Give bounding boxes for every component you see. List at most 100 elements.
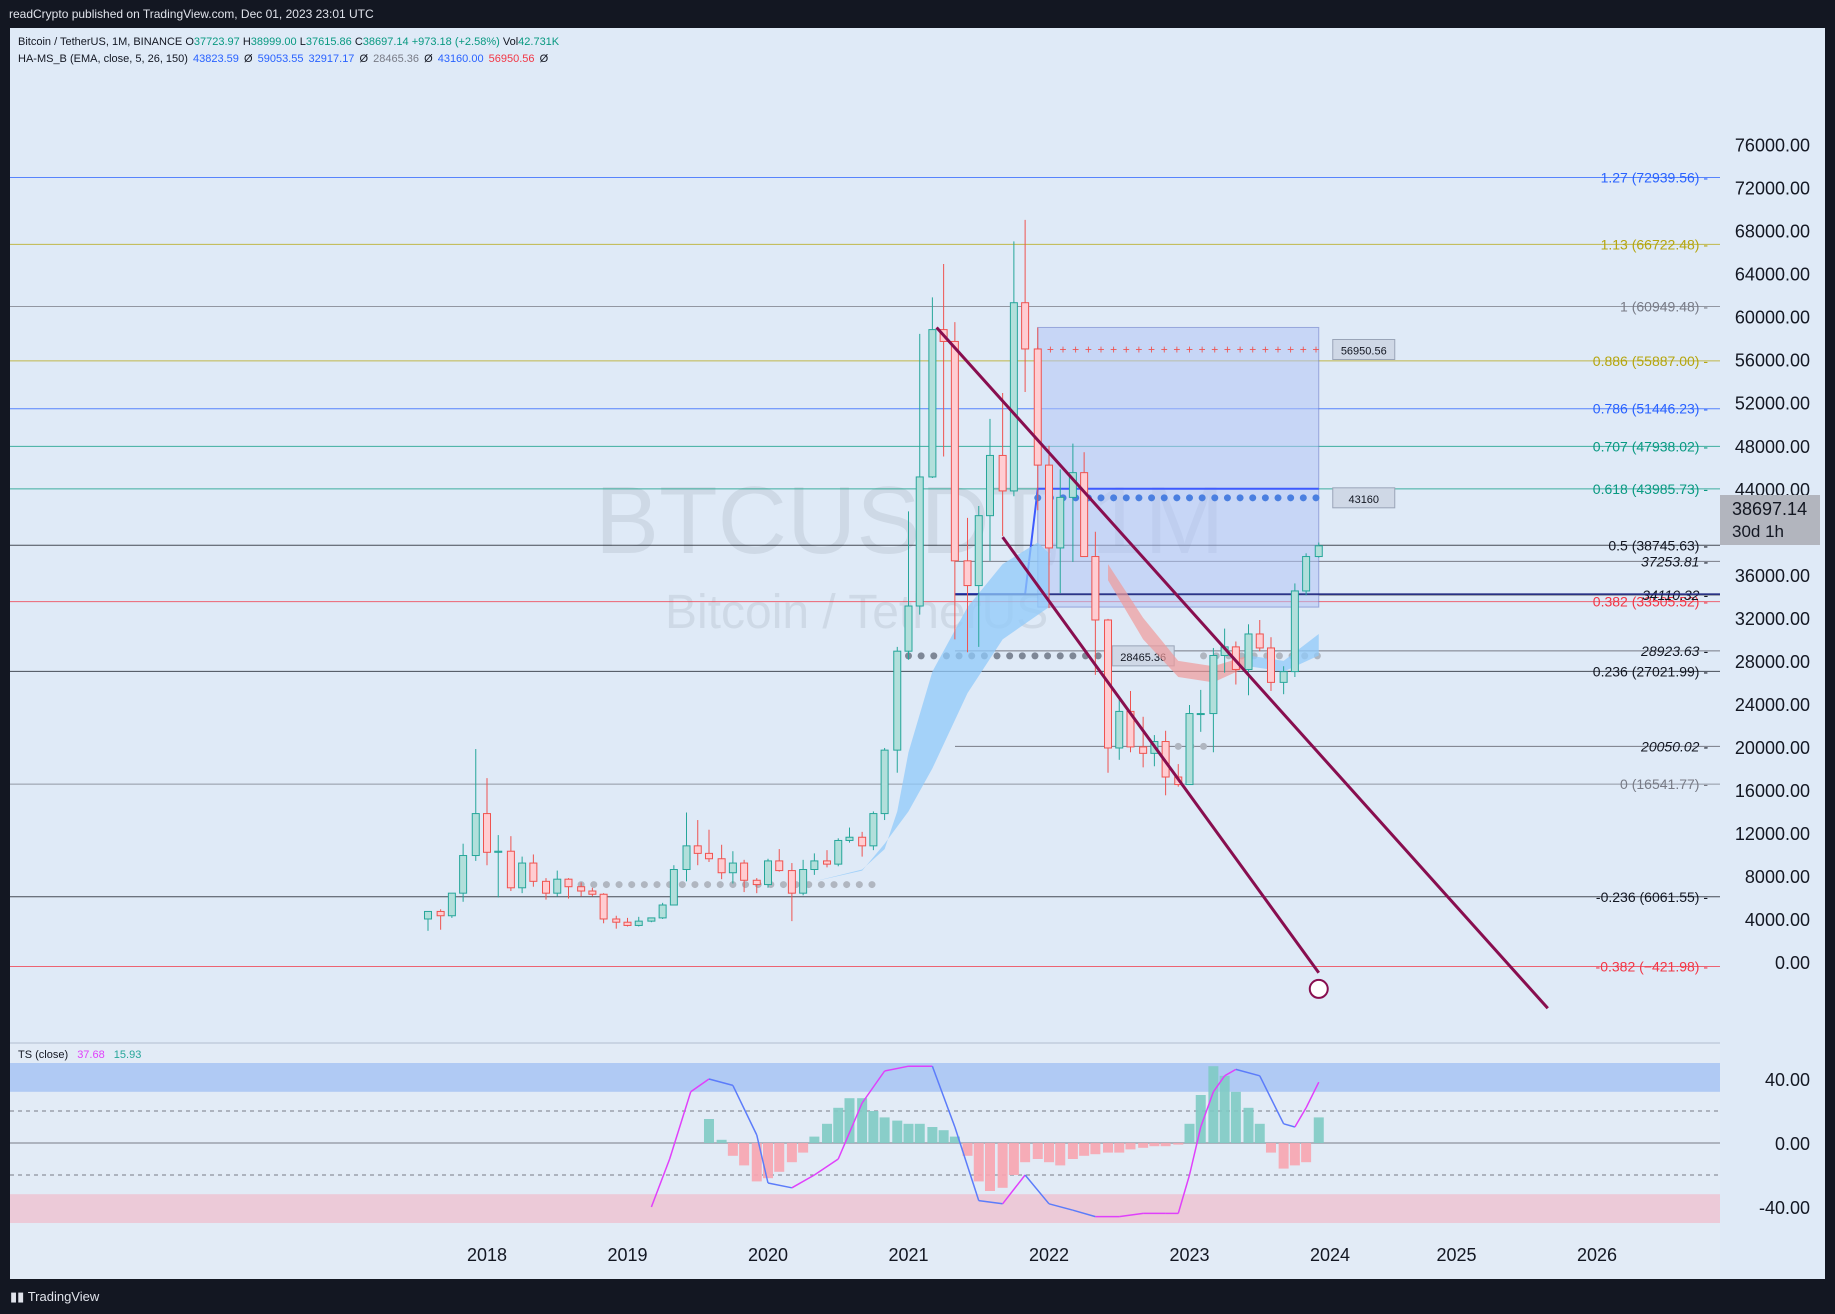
ts-signal-line — [1212, 1075, 1226, 1093]
marker-label-box — [1332, 487, 1396, 509]
ts-signal-line — [1048, 1203, 1074, 1211]
legend-ind-value: Ø — [243, 53, 253, 65]
marker-dot — [1211, 494, 1219, 502]
marker-dot — [1275, 652, 1283, 660]
horizontal-level-label: 37253.81 - — [1641, 553, 1708, 569]
ts-histogram-bar — [1208, 1066, 1219, 1143]
fib-level-label: 0.886 (55887.00) - — [1593, 353, 1709, 369]
price-axis-tick: 76000.00 — [1735, 136, 1810, 156]
candle-body — [963, 560, 972, 587]
ts-histogram-bar — [716, 1139, 727, 1143]
marker-dot — [1069, 652, 1077, 660]
ts-histogram-bar — [1278, 1143, 1289, 1169]
legend-low: 37615.86 — [305, 36, 352, 48]
marker-dot — [615, 881, 623, 889]
price-axis-tick: 64000.00 — [1735, 265, 1810, 285]
candle-body — [1045, 464, 1053, 549]
price-axis-background — [1720, 28, 1825, 1279]
legend-open: 37723.97 — [193, 36, 240, 48]
candle-body — [682, 845, 691, 871]
price-axis-tick: 44000.00 — [1735, 480, 1810, 500]
ts-signal-line — [1119, 1212, 1144, 1218]
ts-signal-line — [1072, 1209, 1096, 1218]
legend-low-label: L — [299, 36, 306, 48]
legend-ind-value: Ø — [539, 53, 549, 65]
ts-histogram-bar — [1254, 1123, 1265, 1143]
fib-level-label: -0.382 (−421.98) - — [1596, 959, 1709, 975]
marker-dot — [1094, 652, 1102, 660]
marker-plus: + — [1300, 342, 1307, 356]
candle-body — [1209, 654, 1218, 715]
candle-body — [553, 878, 562, 894]
symbol-legend: Bitcoin / TetherUS, 1M, BINANCE O37723.9… — [18, 34, 559, 68]
marker-dot — [1044, 652, 1052, 660]
ts-signal-line — [650, 1158, 671, 1208]
fib-level-label: 1.13 (66722.48) - — [1601, 236, 1709, 252]
ts-histogram-bar — [1243, 1107, 1254, 1143]
ts-histogram-bar — [1114, 1143, 1125, 1153]
tradingview-logo[interactable]: ▮▮ TradingView — [10, 1289, 99, 1305]
candle-body — [1091, 556, 1100, 621]
ts-signal-line — [1259, 1075, 1285, 1125]
marker-dot — [716, 881, 724, 889]
ts-histogram-bar — [727, 1143, 738, 1156]
ts-histogram-bar — [1079, 1143, 1090, 1156]
main-pane-background — [10, 28, 1720, 1043]
legend-row-symbol: Bitcoin / TetherUS, 1M, BINANCE O37723.9… — [18, 34, 559, 51]
ts-histogram-bar — [1020, 1143, 1031, 1163]
candle-body — [494, 850, 503, 853]
ts-histogram-bar — [984, 1143, 995, 1191]
publish-bar: readCrypto published on TradingView.com,… — [0, 0, 1835, 28]
ts-histogram-bar — [763, 1143, 773, 1179]
ts-signal-line — [756, 1134, 769, 1184]
candle-body — [1279, 671, 1288, 683]
legend-ind-value: 32917.17 — [308, 53, 355, 65]
ts-histogram-bar — [1067, 1143, 1078, 1159]
candle-body — [542, 880, 551, 894]
candle-body — [1302, 556, 1311, 592]
legend-close: 38697.14 — [362, 36, 409, 48]
legend-high: 38999.00 — [250, 36, 297, 48]
ts-histogram-bar — [1103, 1143, 1114, 1153]
horizontal-level-label: 20050.02 - — [1640, 738, 1708, 754]
ts-axis-tick: 40.00 — [1765, 1070, 1810, 1090]
candle-body — [728, 862, 737, 874]
ts-histogram-bar — [1265, 1143, 1276, 1153]
ts-histogram-bar — [1230, 1091, 1241, 1143]
marker-dot — [1186, 494, 1193, 502]
candle-body — [471, 813, 480, 857]
ts-value-1: 37.68 — [77, 1049, 105, 1061]
time-axis-tick: 2026 — [1577, 1245, 1617, 1265]
fib-level-label: 0.707 (47938.02) - — [1593, 438, 1709, 454]
marker-dot — [1200, 652, 1208, 660]
marker-dot — [742, 881, 750, 889]
time-axis-tick: 2020 — [748, 1245, 788, 1265]
marker-plus: + — [1312, 342, 1319, 356]
candle-body — [998, 454, 1007, 492]
ts-histogram-bar — [1219, 1075, 1230, 1143]
marker-dot — [917, 652, 925, 660]
candle-body — [928, 329, 937, 478]
price-axis-tick: 8000.00 — [1745, 867, 1810, 887]
candle-body — [529, 862, 538, 882]
ts-histogram-bar — [1032, 1143, 1043, 1159]
chart-canvas[interactable]: BTCUSDT, 1M Bitcoin / TetherUS 1.27 (729… — [10, 28, 1825, 1279]
candle-body — [974, 515, 983, 587]
marker-dot — [1249, 494, 1257, 502]
candle-body — [799, 869, 808, 894]
candle-body — [740, 862, 749, 881]
price-axis-tick: 16000.00 — [1735, 781, 1810, 801]
ts-histogram-bar — [868, 1111, 879, 1143]
fib-level-label: 0.236 (27021.99) - — [1593, 663, 1709, 679]
ts-signal-line — [1200, 1091, 1215, 1128]
candle-body — [834, 839, 843, 865]
ts-histogram-bar — [1160, 1143, 1171, 1147]
chart-frame[interactable]: BTCUSDT, 1M Bitcoin / TetherUS 1.27 (729… — [10, 28, 1825, 1279]
candle-body — [893, 650, 902, 751]
candle-body — [1290, 590, 1299, 673]
candle-body — [1115, 710, 1124, 749]
marker-label-box — [1332, 338, 1396, 360]
ts-histogram-bar — [703, 1119, 714, 1143]
fib-level-label: 0 (16541.77) - — [1620, 776, 1708, 792]
candle-body — [634, 920, 643, 926]
